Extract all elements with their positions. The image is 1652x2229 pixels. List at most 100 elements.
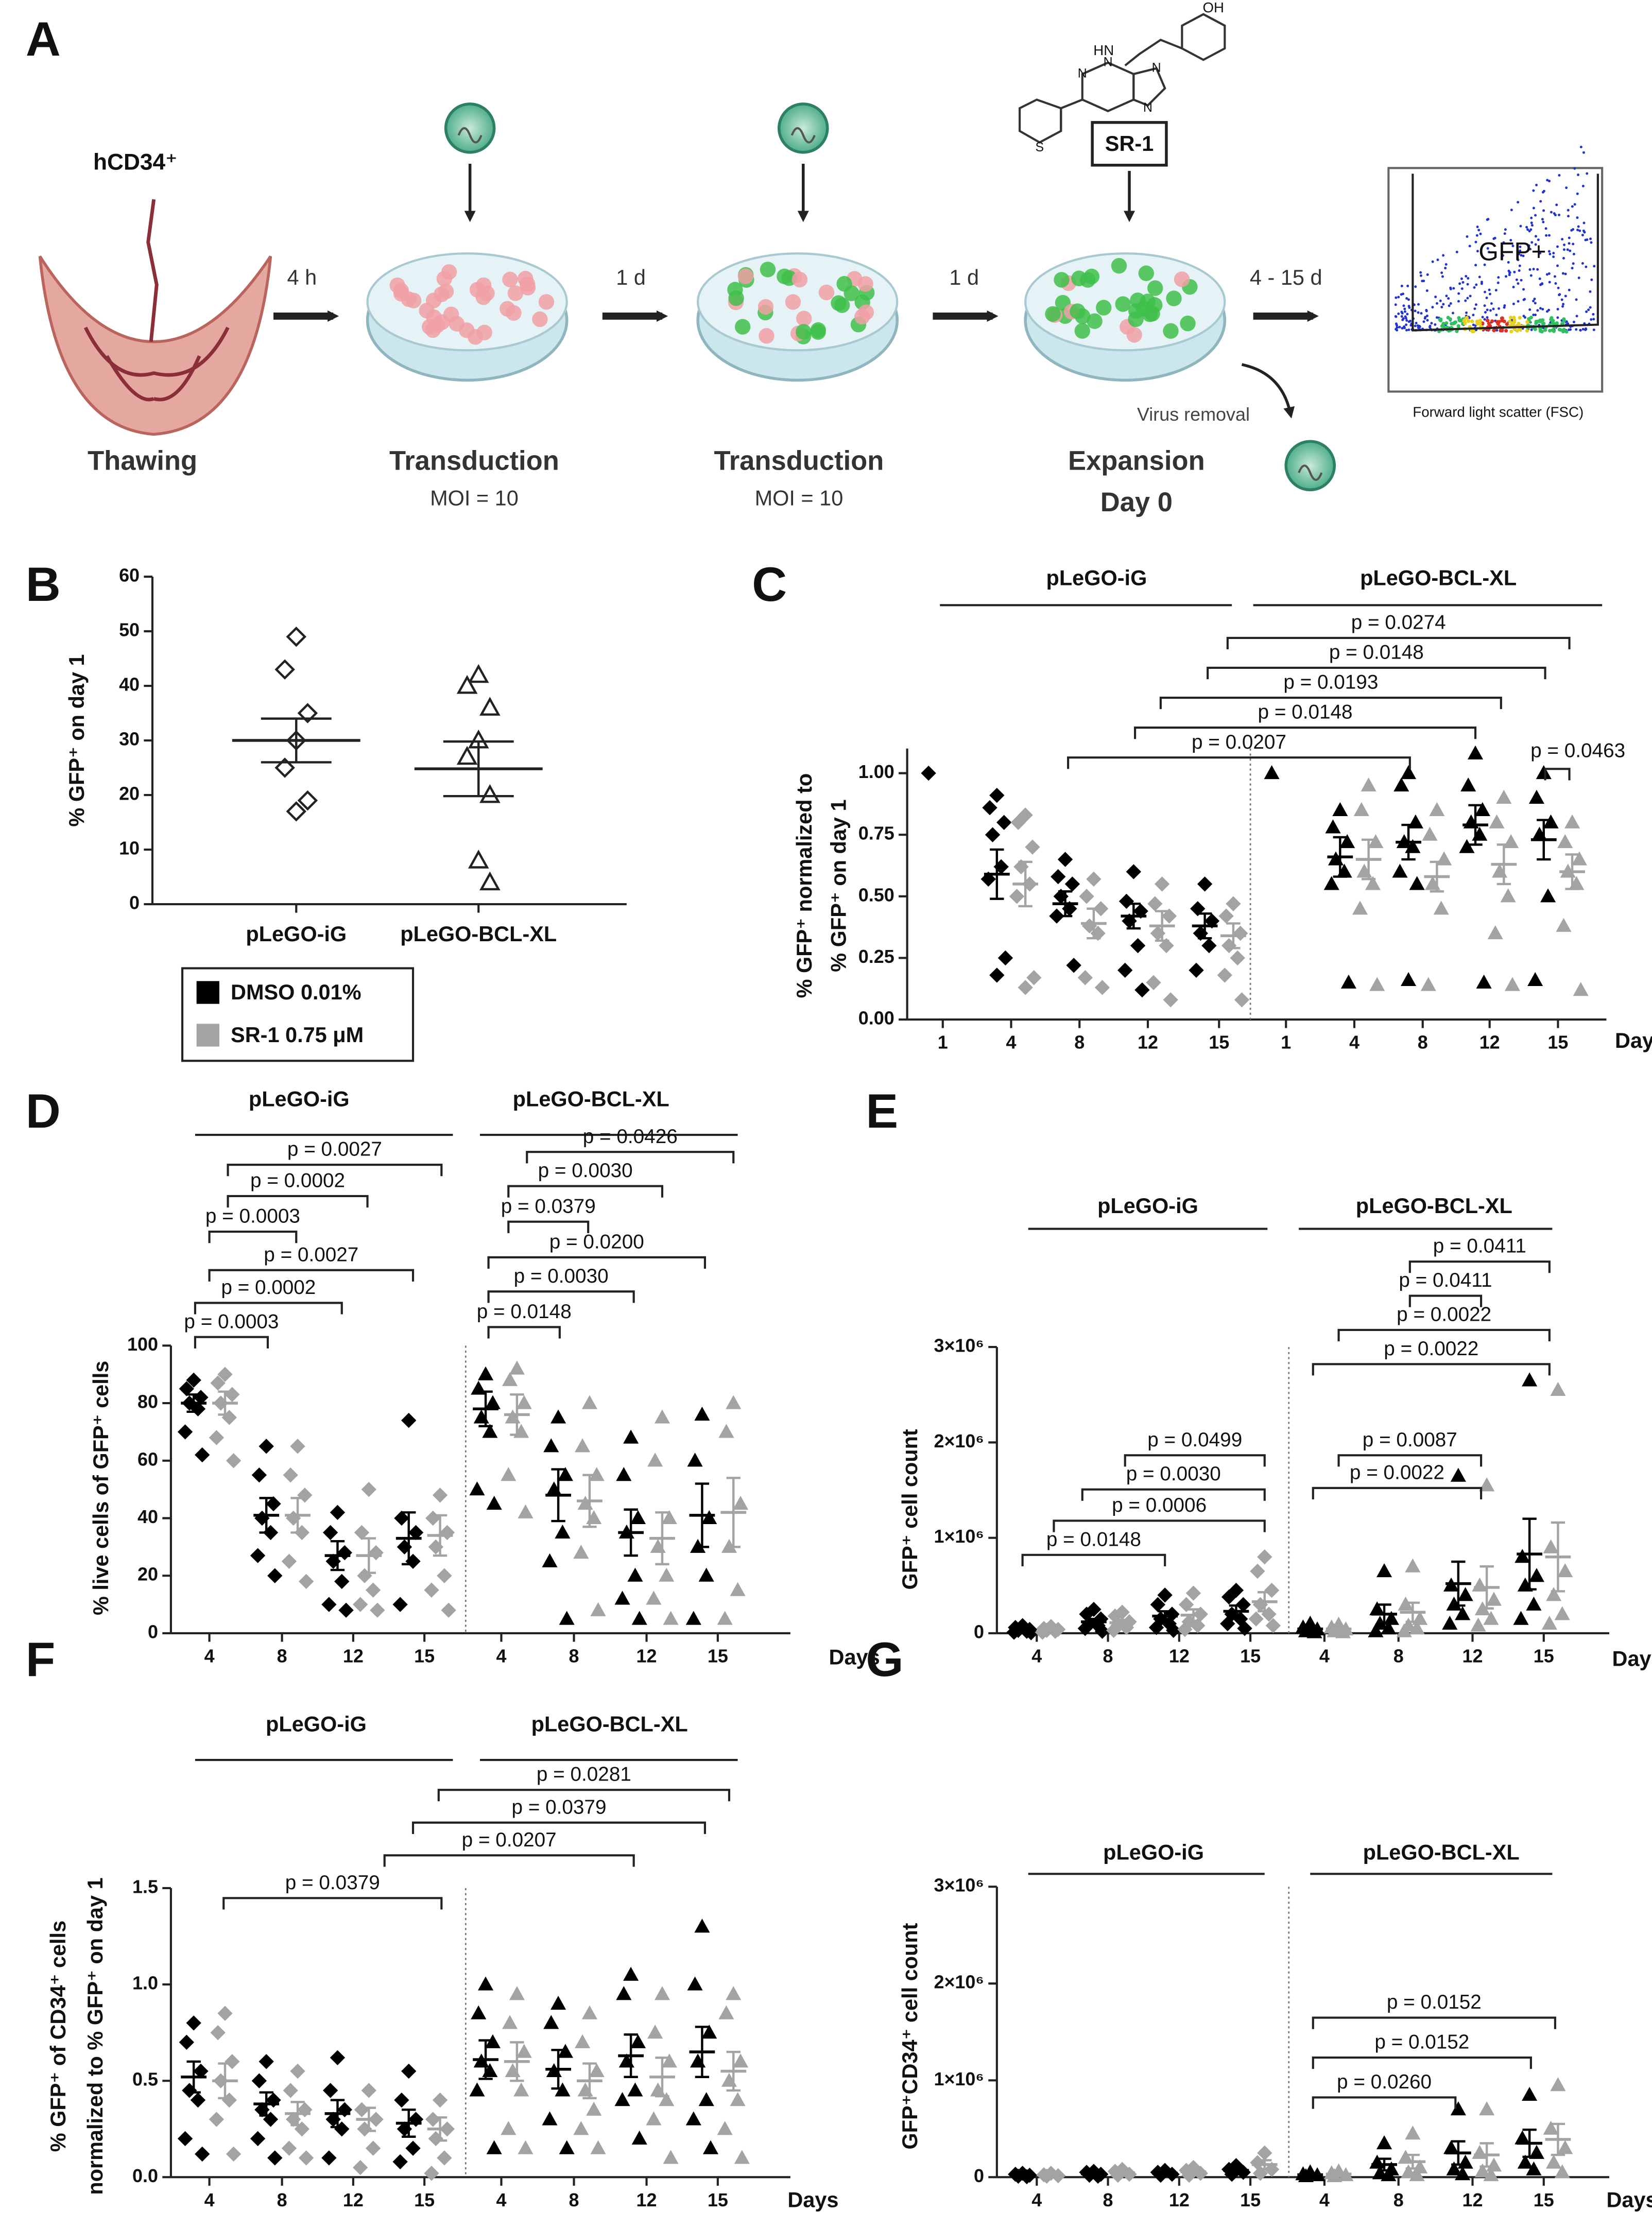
data-point [425,2112,441,2127]
event [1492,237,1495,240]
data-point [1368,1623,1384,1637]
event [1558,293,1561,297]
data-point [1527,972,1543,987]
x-tick-label: 4 [1349,1032,1360,1053]
data-point [1528,1568,1545,1582]
sem-bar [1361,838,1376,880]
data-point [575,1438,591,1453]
event [1541,282,1544,285]
event [1460,277,1463,280]
event [1397,312,1400,315]
event [1572,228,1575,231]
sem-bar [1258,2159,1272,2170]
event [1470,330,1475,334]
data-point [1557,2140,1573,2154]
data-point [518,1504,534,1518]
event [1441,275,1444,278]
data-point [921,765,936,781]
event [1436,258,1439,262]
data-point [424,2166,439,2181]
data-point [281,1553,297,1569]
event [1466,297,1469,300]
data-point [337,2102,352,2118]
data-point [1504,977,1521,991]
event [1517,321,1521,326]
event [1519,245,1522,248]
bracket-line [1134,727,1477,739]
data-point [1550,1381,1566,1396]
event [1592,329,1595,332]
data-point [1086,871,1102,887]
data-point [694,1406,710,1421]
cell [532,311,548,327]
bracket-line [487,1290,635,1303]
data-point [1376,1563,1392,1578]
x-tick-label: 15 [414,2189,435,2210]
x-tick-label: 15 [708,2189,728,2210]
event [1407,328,1410,331]
cell [1140,293,1156,309]
event [1483,318,1486,321]
event [1581,262,1584,265]
data-point [702,2140,719,2154]
event [1581,234,1584,237]
event [1448,304,1451,307]
x-tick-label: 12 [1462,1645,1483,1666]
bracket-line [227,1195,369,1208]
data-point [1086,1601,1102,1617]
data-point [259,1439,274,1454]
data-point [290,2063,305,2079]
data-point [581,2005,598,2019]
sem-bar [1496,843,1511,886]
p-value: p = 0.0022 [1384,1338,1478,1360]
significance-bracket: p = 0.0003 [184,1310,279,1349]
cell [1070,303,1086,319]
y-tick-label: 0.75 [858,823,894,844]
event [1503,232,1506,235]
data-point [1554,1606,1570,1620]
p-value: p = 0.0281 [537,1764,631,1786]
x-tick-label: 15 [1534,1645,1554,1666]
cell [728,290,744,306]
data-point [1381,1620,1397,1635]
event [1503,304,1506,307]
y-tick-label: 80 [137,1391,158,1412]
event [1414,324,1417,327]
data-point [1146,975,1161,990]
event [1572,262,1575,265]
bracket-line [1207,666,1546,680]
event [1444,321,1449,325]
significance-bracket: p = 0.0027 [227,1138,443,1177]
data-point [251,2073,267,2088]
event [1487,251,1490,254]
event [1522,298,1525,301]
data-point [482,1424,498,1438]
data-point [365,2140,381,2156]
data-point [1429,802,1445,816]
x-tick-label: 15 [1209,1032,1229,1053]
sem-bar [1479,1565,1494,1610]
sem-bar [655,1511,669,1566]
event [1542,220,1545,223]
bracket-line [1053,1519,1266,1532]
cell [796,310,812,326]
sem-bar [1258,1591,1272,1613]
event [1522,315,1525,318]
event [1564,330,1569,334]
event [1475,283,1478,286]
event [1458,318,1462,323]
data-point [485,1395,501,1409]
data-point [361,2083,376,2098]
data-point [1550,2077,1566,2092]
data-point [1557,1563,1573,1578]
event [1401,318,1404,321]
cell [1074,323,1091,339]
event [1575,298,1578,301]
y-tick-label: 50 [119,619,140,641]
data-point [368,1545,384,1561]
y-axis-label: % GFP⁺ normalized to [792,773,816,998]
bracket-line [227,1164,443,1177]
data-point [1009,889,1025,904]
step-title: Expansion [1068,446,1205,476]
data-point [573,2121,589,2135]
